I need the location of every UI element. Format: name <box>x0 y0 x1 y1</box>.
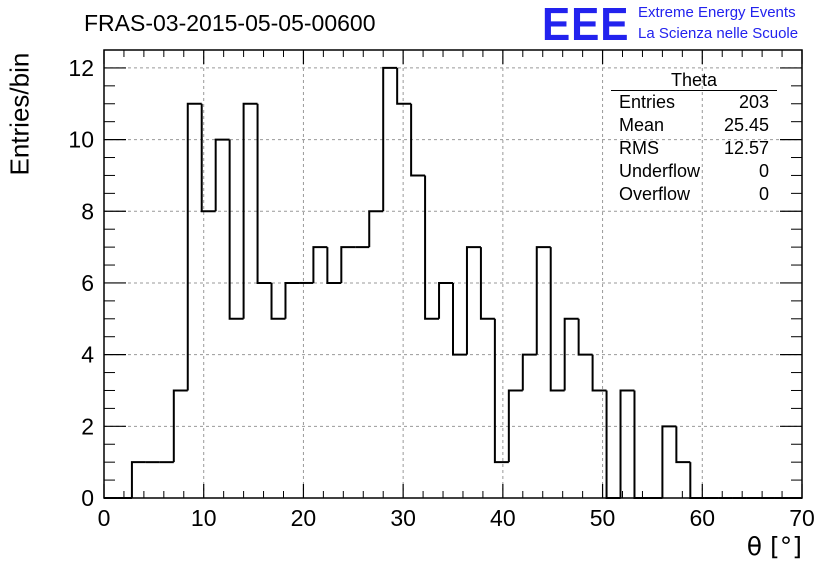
histogram-bin <box>521 353 537 391</box>
histogram-bin <box>228 139 244 320</box>
histogram-bin <box>214 138 230 212</box>
stats-label: RMS <box>619 138 659 158</box>
y-tick-label: 6 <box>81 270 94 296</box>
y-tick-label: 12 <box>68 55 94 81</box>
x-tick-label: 10 <box>191 505 217 531</box>
y-tick-label: 4 <box>81 342 94 368</box>
x-tick-label: 50 <box>590 505 616 531</box>
histogram-bin <box>312 246 328 283</box>
histogram-bin <box>479 247 495 320</box>
stats-value: 12.57 <box>723 138 769 158</box>
histogram-bin <box>200 103 216 213</box>
x-tick-label: 40 <box>490 505 516 531</box>
x-tick-label: 0 <box>98 505 111 531</box>
stats-label: Entries <box>619 92 676 112</box>
stats-value: 0 <box>758 161 769 181</box>
logo-line-2: La Scienza nelle Scuole <box>638 25 799 42</box>
stats-row-rms: RMS 12.57 <box>611 137 777 160</box>
stats-value: 25.45 <box>723 115 769 135</box>
histogram-bin <box>465 246 481 355</box>
y-tick-label: 0 <box>81 485 94 511</box>
histogram-bin <box>577 318 593 356</box>
histogram-bin <box>675 426 691 464</box>
histogram-bin <box>493 318 509 464</box>
histogram-bin <box>424 175 440 320</box>
histogram-bin <box>605 390 621 499</box>
histogram-bin <box>619 389 635 498</box>
histogram-bin <box>284 281 300 319</box>
histogram-bin <box>661 425 677 498</box>
histogram-bin <box>186 102 202 391</box>
histogram-bin <box>452 282 467 356</box>
stats-row-overflow: Overflow 0 <box>611 183 777 206</box>
histogram-bin <box>326 247 342 284</box>
x-tick-label: 20 <box>291 505 317 531</box>
stats-row-entries: Entries 203 <box>611 91 777 114</box>
histogram-bin <box>130 461 146 498</box>
histogram-bin <box>256 103 272 284</box>
y-tick-label: 2 <box>81 413 94 439</box>
stats-label: Underflow <box>619 161 701 181</box>
stats-label: Overflow <box>619 184 691 204</box>
histogram-bin <box>396 67 412 105</box>
stats-label: Mean <box>619 115 665 135</box>
logo-line-1: Extreme Energy Events <box>638 4 796 21</box>
y-tick-label: 10 <box>68 127 94 153</box>
histogram-bin <box>368 210 384 248</box>
histogram-bin <box>591 354 607 392</box>
histogram-bin <box>438 281 453 319</box>
histogram-bin <box>340 246 356 283</box>
stats-value: 203 <box>738 92 769 112</box>
stats-title: Theta <box>611 70 777 91</box>
stats-box: Theta Entries 203 Mean 25.45 RMS 12.57 U… <box>611 70 777 206</box>
stats-value: 0 <box>758 184 769 204</box>
eee-logo: EEE <box>542 0 630 50</box>
y-axis-label: Entries/bin <box>4 52 35 176</box>
plot-frame <box>103 49 803 499</box>
histogram-bin <box>172 389 188 463</box>
histogram-bin <box>535 246 551 355</box>
chart-title: FRAS-03-2015-05-05-00600 <box>84 10 376 36</box>
x-tick-label: 60 <box>689 505 715 531</box>
histogram-bin <box>633 390 649 499</box>
histogram-bin <box>563 317 579 391</box>
stats-row-underflow: Underflow 0 <box>611 160 777 183</box>
y-tick-label: 8 <box>81 198 94 224</box>
histogram-bin <box>410 103 426 177</box>
histogram-bin <box>270 282 286 320</box>
histogram-bin <box>382 66 398 212</box>
histogram-bin <box>507 389 523 463</box>
histogram-bin <box>549 247 565 392</box>
stats-row-mean: Mean 25.45 <box>611 114 777 137</box>
histogram-bin <box>242 102 258 319</box>
x-tick-label: 70 <box>789 505 815 531</box>
x-axis-label: θ [°] <box>746 532 802 561</box>
x-tick-label: 30 <box>390 505 416 531</box>
